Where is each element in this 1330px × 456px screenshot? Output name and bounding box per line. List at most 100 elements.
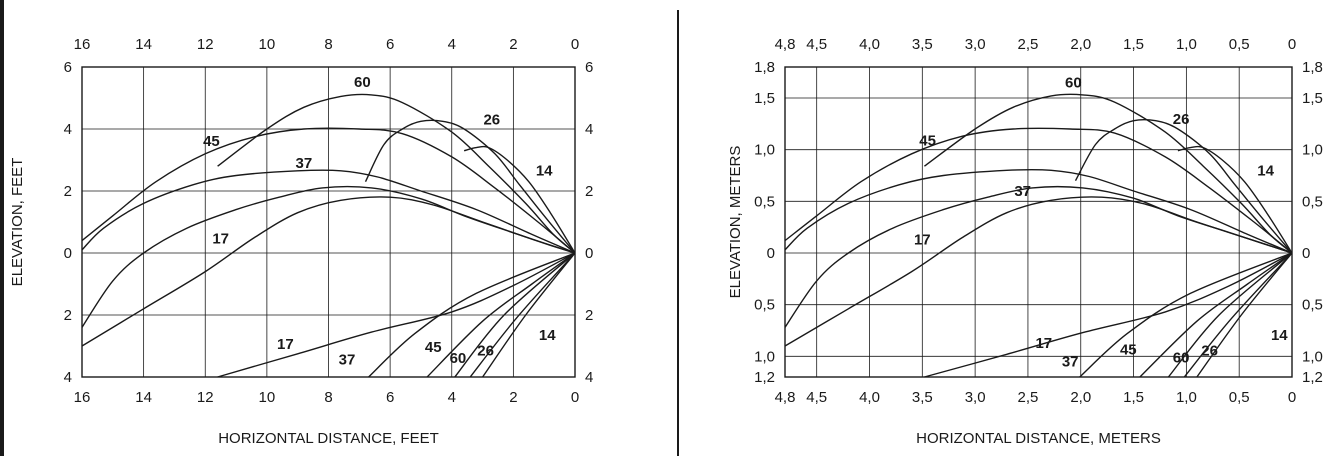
trajectory-curve-26 (469, 252, 576, 378)
x-tick-label-bottom: 0,5 (1229, 389, 1250, 406)
series-label-60: 60 (1065, 75, 1082, 92)
x-tick-label-top: 4,8 (775, 36, 796, 53)
trajectory-curve-60 (1074, 119, 1293, 254)
trajectory-curve-45 (784, 127, 1293, 254)
trajectory-curve-60 (454, 252, 576, 378)
trajectory-curve-45 (81, 127, 576, 254)
trajectory-curve-37 (1079, 252, 1293, 378)
x-tick-label-top: 0,5 (1229, 36, 1250, 53)
x-tick-label-top: 16 (74, 36, 91, 53)
y-tick-label-right: 1,2 (1302, 369, 1323, 386)
y-tick-label-left: 6 (64, 59, 72, 76)
trajectory-curve-37 (368, 252, 576, 378)
x-tick-label-top: 14 (135, 36, 152, 53)
y-tick-label-left: 4 (64, 121, 72, 138)
x-ticks-top: 16 14 12 10 8 6 4 2 0 (74, 36, 580, 53)
left-edge-bar (0, 0, 4, 456)
series-label-45: 45 (425, 339, 442, 356)
y-tick-label-left: 2 (64, 307, 72, 324)
trajectory-curve-45 (426, 252, 576, 378)
y-tick-label-left: 1,8 (754, 59, 775, 76)
curves (784, 93, 1293, 378)
x-ticks-bottom: 16 14 12 10 8 6 4 2 0 (74, 389, 580, 406)
trajectory-curve-60 (1167, 252, 1293, 378)
x-tick-label-bottom: 14 (135, 389, 152, 406)
y-ticks-right: 1,8 1,5 1,0 0,5 0 0,5 1,0 1,2 (1302, 59, 1323, 386)
y-tick-label-right: 1,8 (1302, 59, 1323, 76)
x-tick-label-bottom: 4,5 (806, 389, 827, 406)
x-tick-label-top: 0 (571, 36, 579, 53)
x-tick-label-bottom: 3,0 (965, 389, 986, 406)
y-tick-label-left: 1,5 (754, 90, 775, 107)
y-tick-label-right: 0,5 (1302, 297, 1323, 314)
x-ticks-bottom: 4,8 4,5 4,0 3,5 3,0 2,5 2,0 1,5 1,0 0,5 0 (775, 389, 1297, 406)
x-tick-label-top: 3,5 (912, 36, 933, 53)
x-tick-label-bottom: 0 (571, 389, 579, 406)
series-label-45: 45 (203, 133, 220, 150)
series-label-45: 45 (919, 133, 936, 150)
series-label-26: 26 (1201, 342, 1218, 359)
trajectory-curve-37 (81, 169, 576, 254)
trajectory-curve-14 (482, 252, 576, 378)
x-tick-label-bottom: 4,0 (859, 389, 880, 406)
x-tick-label-bottom: 2,0 (1070, 389, 1091, 406)
x-tick-label-top: 1,5 (1123, 36, 1144, 53)
y-axis-title: ELEVATION, FEET (9, 158, 26, 287)
x-tick-label-top: 4,5 (806, 36, 827, 53)
series-label-17: 17 (277, 336, 294, 353)
x-tick-label-top: 8 (324, 36, 332, 53)
y-tick-label-left: 1,2 (754, 369, 775, 386)
x-tick-label-bottom: 8 (324, 389, 332, 406)
series-label-60: 60 (1173, 350, 1190, 367)
x-axis-title: HORIZONTAL DISTANCE, FEET (218, 430, 439, 447)
y-ticks-left: 6 4 2 0 2 4 (64, 59, 72, 386)
x-tick-label-top: 10 (259, 36, 276, 53)
x-tick-label-bottom: 2,5 (1018, 389, 1039, 406)
y-ticks-left: 1,8 1,5 1,0 0,5 0 0,5 1,0 1,2 (754, 59, 775, 386)
chart-meters: 4,8 4,5 4,0 3,5 3,0 2,5 2,0 1,5 1,0 0,5 0 4,8 4,5 4,… (727, 36, 1323, 447)
x-ticks-top: 4,8 4,5 4,0 3,5 3,0 2,5 2,0 1,5 1,0 0,5 0 (775, 36, 1297, 53)
y-tick-label-right: 0 (585, 245, 593, 262)
series-label-60: 60 (450, 350, 467, 367)
curves (81, 93, 576, 378)
plot-frame (81, 66, 576, 378)
trajectory-curve-14 (784, 196, 1293, 347)
series-labels: 60 26 14 45 37 17 17 37 45 60 26 14 (914, 75, 1288, 371)
x-tick-label-bottom: 6 (386, 389, 394, 406)
series-label-26: 26 (1173, 111, 1190, 128)
y-tick-label-left: 0,5 (754, 297, 775, 314)
trajectory-curve-17 (924, 252, 1293, 378)
x-tick-label-bottom: 1,5 (1123, 389, 1144, 406)
y-tick-label-right: 1,0 (1302, 142, 1323, 159)
y-tick-label-left: 4 (64, 369, 72, 386)
trajectory-curve-17 (217, 252, 576, 378)
trajectory-curve-45 (1139, 252, 1293, 378)
trajectory-curve-37 (784, 168, 1293, 254)
y-tick-label-right: 0 (1302, 245, 1310, 262)
y-tick-label-left: 0 (64, 245, 72, 262)
y-tick-label-left: 2 (64, 183, 72, 200)
x-tick-label-bottom: 1,0 (1176, 389, 1197, 406)
x-tick-label-bottom: 0 (1288, 389, 1296, 406)
y-tick-label-right: 0,5 (1302, 193, 1323, 210)
y-tick-label-right: 6 (585, 59, 593, 76)
gridlines (82, 67, 575, 377)
x-tick-label-top: 2,5 (1018, 36, 1039, 53)
series-label-26: 26 (483, 111, 500, 128)
series-label-37: 37 (339, 352, 356, 369)
trajectory-curve-26 (1183, 252, 1293, 378)
y-tick-label-left: 1,0 (754, 348, 775, 365)
x-tick-label-top: 6 (386, 36, 394, 53)
x-tick-label-top: 4 (448, 36, 456, 53)
x-axis-title: HORIZONTAL DISTANCE, METERS (916, 430, 1161, 447)
gridlines (785, 67, 1292, 377)
trajectory-curve-14 (1196, 252, 1293, 378)
x-tick-label-bottom: 2 (509, 389, 517, 406)
series-label-14: 14 (539, 327, 556, 344)
y-tick-label-right: 1,0 (1302, 348, 1323, 365)
y-tick-label-right: 2 (585, 307, 593, 324)
x-tick-label-top: 2 (509, 36, 517, 53)
series-label-26: 26 (477, 342, 494, 359)
y-tick-label-right: 2 (585, 183, 593, 200)
trajectory-curve-14 (217, 93, 576, 254)
